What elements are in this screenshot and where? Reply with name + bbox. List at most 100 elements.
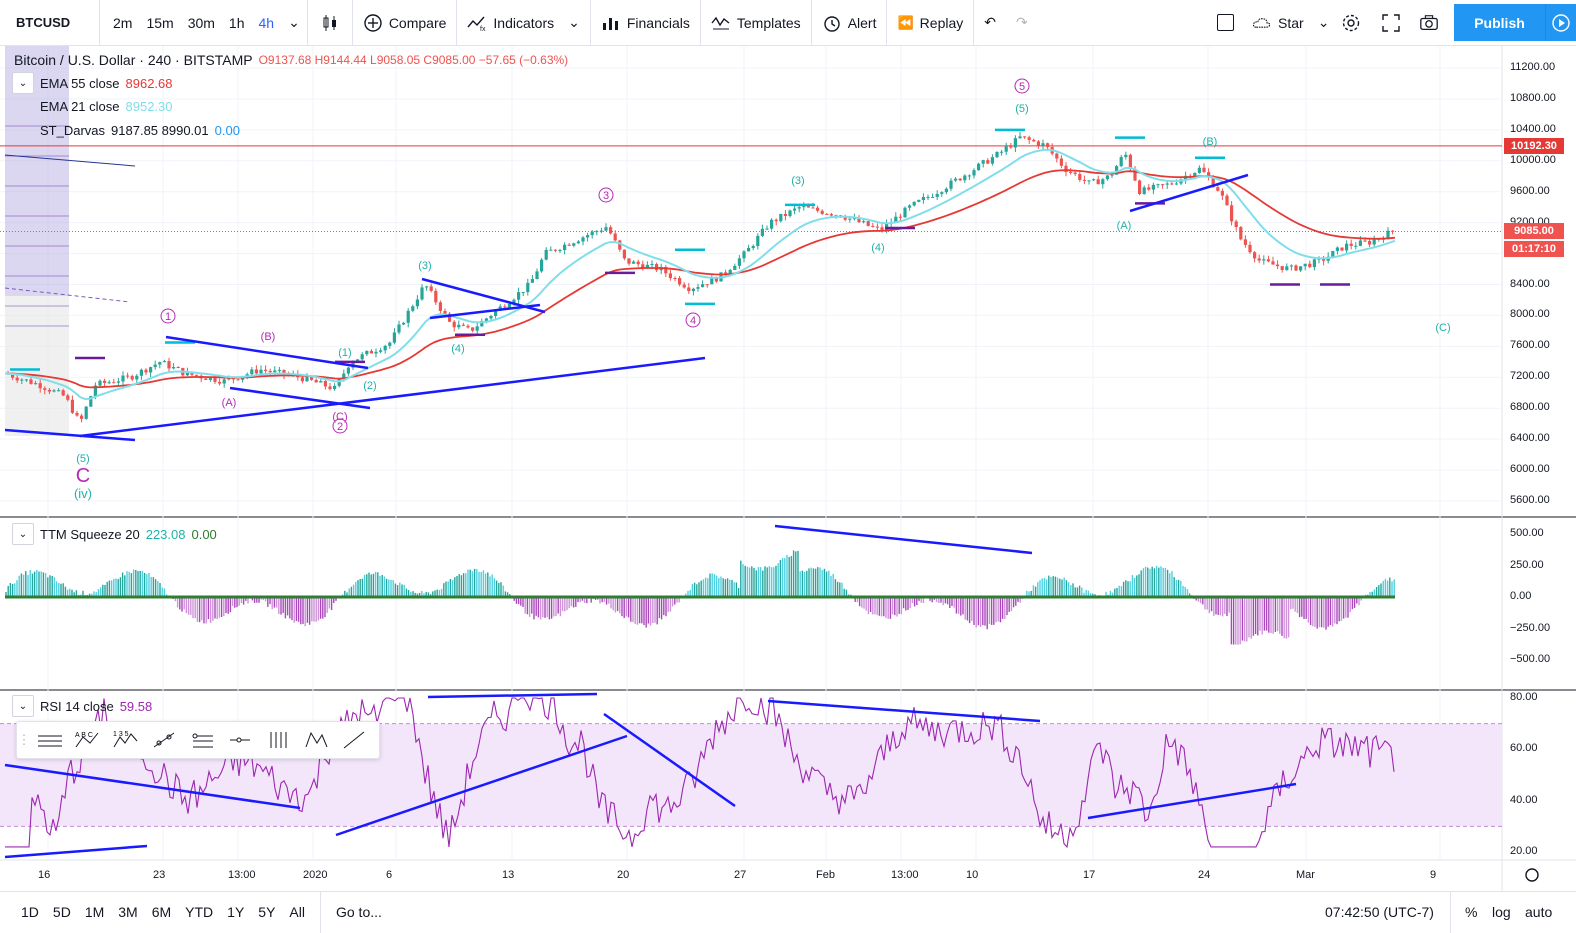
time-tick: 10 [966, 869, 979, 881]
candle-body [277, 369, 281, 371]
star-button[interactable]: Star ⌄ [1245, 0, 1336, 46]
candle-body [737, 258, 741, 266]
elliott-wave-button[interactable]: 1 3 5 [107, 722, 145, 758]
replay-label: Replay [919, 14, 964, 31]
redo-button[interactable]: ↷ [1006, 0, 1038, 46]
indicators-button[interactable]: fx Indicators ⌄ [457, 0, 589, 46]
candle-body [369, 350, 373, 354]
undo-button[interactable]: ↶ [974, 0, 1006, 46]
candle-body [641, 264, 645, 269]
wave-label-4-paren-b: (4) [871, 242, 884, 254]
lines-tool-button[interactable] [31, 722, 69, 758]
rsi-label: RSI 14 close [40, 698, 114, 714]
time-tick: 27 [734, 869, 747, 881]
candle-body [388, 342, 392, 346]
candle-body [429, 286, 433, 291]
interval-4h[interactable]: 4h [258, 14, 275, 31]
candle-body [549, 249, 553, 251]
candle-body [365, 350, 369, 355]
candle-body [797, 207, 801, 209]
chart-type-button[interactable] [308, 0, 352, 46]
replay-button[interactable]: ⏪ Replay [887, 0, 973, 46]
collapse-rsi-button[interactable]: ⌄ [12, 695, 34, 717]
candle-body [1248, 244, 1252, 253]
percent-toggle[interactable]: % [1465, 904, 1478, 920]
candle-body [305, 376, 309, 382]
candle-body [1225, 195, 1229, 206]
candle-body [218, 381, 222, 384]
candle-body [158, 362, 162, 365]
rsi-tick: 60.00 [1510, 742, 1538, 755]
candle-body [678, 278, 682, 285]
svg-text:1 3 5: 1 3 5 [113, 731, 129, 738]
interval-2m[interactable]: 2m [113, 14, 133, 31]
fullscreen-layout-button[interactable] [1210, 0, 1241, 46]
settings-button[interactable] [1334, 0, 1368, 46]
trend-line-button[interactable] [145, 722, 183, 758]
time-tick: 20 [617, 869, 630, 881]
candle-body [894, 216, 898, 223]
range-6m[interactable]: 6M [151, 904, 172, 920]
candle-body [222, 379, 226, 384]
candle-body [503, 306, 507, 308]
candle-body [466, 325, 470, 328]
candle-body [434, 290, 438, 303]
abc-pattern-button[interactable]: A B C [69, 722, 107, 758]
publish-play-button[interactable] [1545, 4, 1576, 41]
price-tick: 9600.00 [1510, 184, 1550, 197]
candle-body [402, 322, 406, 325]
clock[interactable]: 07:42:50 (UTC-7) [1325, 904, 1434, 920]
range-3m[interactable]: 3M [118, 904, 138, 920]
candle-body [521, 292, 525, 294]
candle-body [875, 226, 879, 228]
fullscreen-button[interactable] [1374, 0, 1408, 46]
rsi-trendline-4 [335, 734, 628, 837]
range-1d[interactable]: 1D [21, 904, 39, 920]
candle-body [958, 178, 962, 181]
pattern-tool-button[interactable] [297, 722, 335, 758]
candle-body [512, 299, 516, 304]
goto-button[interactable]: Go to... [335, 904, 382, 920]
vertical-lines-button[interactable] [259, 722, 297, 758]
drag-handle[interactable]: ⋮ [17, 732, 31, 747]
candle-body [227, 378, 231, 380]
candle-body [1340, 247, 1344, 251]
candle-body [80, 415, 84, 419]
financials-button[interactable]: Financials [591, 0, 700, 46]
candle-body [264, 369, 268, 371]
collapse-ttm-button[interactable]: ⌄ [12, 523, 34, 545]
ttm-tick: 500.00 [1510, 527, 1544, 539]
vertical-lines-icon [270, 732, 287, 748]
compare-button[interactable]: Compare [353, 0, 457, 46]
candle-body [89, 396, 93, 407]
chart-canvas[interactable]: C(iv) (5) 1 (B) (A) (C) 2 (1) (2) (3) (4) 3 4 5 (3) (4)… [0, 46, 1576, 891]
indicators-icon: fx [467, 16, 486, 33]
line-tool-button[interactable] [335, 722, 373, 758]
candle-body [908, 205, 912, 208]
alert-button[interactable]: Alert [812, 0, 887, 46]
snapshot-button[interactable] [1412, 0, 1446, 46]
templates-button[interactable]: Templates [701, 0, 811, 46]
interval-dropdown[interactable]: ⌄ [281, 0, 307, 46]
horizontal-ray-button[interactable] [221, 722, 259, 758]
range-1y[interactable]: 1Y [227, 904, 245, 920]
candle-body [627, 258, 631, 264]
range-ytd[interactable]: YTD [185, 904, 214, 920]
publish-button[interactable]: Publish [1454, 4, 1545, 41]
symbol-search[interactable]: BTCUSD [0, 0, 100, 46]
log-toggle[interactable]: log [1492, 904, 1511, 920]
interval-15m[interactable]: 15m [146, 14, 174, 31]
range-all[interactable]: All [289, 904, 305, 920]
candle-body [1280, 266, 1284, 270]
range-1m[interactable]: 1M [84, 904, 105, 920]
interval-30m[interactable]: 30m [187, 14, 215, 31]
auto-toggle[interactable]: auto [1525, 904, 1553, 920]
fib-tool-button[interactable] [183, 722, 221, 758]
rsi-trendline-2 [4, 844, 148, 859]
range-5d[interactable]: 5D [52, 904, 71, 920]
collapse-legend-button[interactable]: ⌄ [12, 72, 34, 94]
interval-1h[interactable]: 1h [228, 14, 245, 31]
range-5y[interactable]: 5Y [258, 904, 276, 920]
time-tick: 2020 [303, 869, 328, 881]
rsi-value: 59.58 [119, 698, 153, 714]
